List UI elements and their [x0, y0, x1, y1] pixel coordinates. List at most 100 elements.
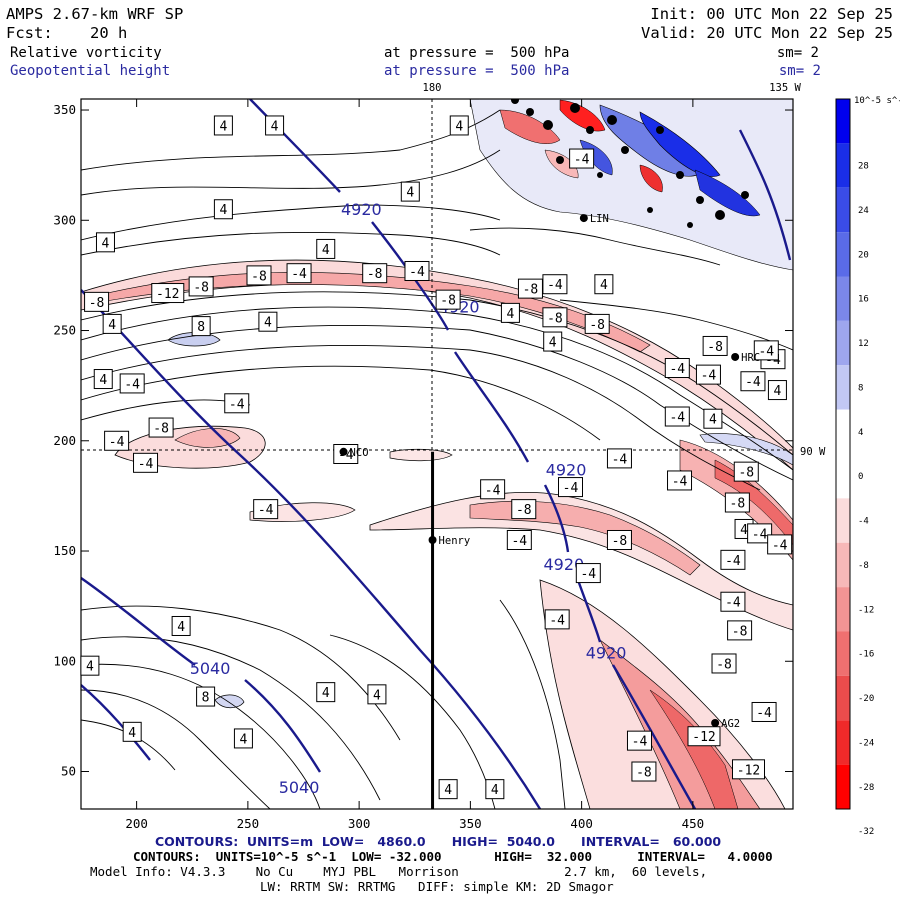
colorbar-segment [836, 631, 850, 676]
vorticity-label: -4 [664, 358, 690, 379]
height-contour-4920 [249, 99, 341, 193]
colorbar-segment [836, 320, 850, 366]
contour-line [81, 325, 793, 481]
vorticity-label: -8 [727, 620, 753, 641]
svg-text:-4: -4 [124, 377, 140, 392]
station-marker: AG2 [711, 718, 740, 730]
field1-level: at pressure = 500 hPa [384, 45, 569, 61]
x-tick-label: 200 [125, 816, 148, 831]
colorbar-tick-label: -16 [858, 650, 874, 660]
svg-text:-4: -4 [669, 362, 685, 377]
svg-text:-8: -8 [589, 318, 605, 333]
colorbar-tick-label: 8 [858, 383, 863, 393]
svg-text:4: 4 [444, 783, 452, 798]
vorticity-label: -4 [404, 260, 430, 281]
svg-text:NCO: NCO [350, 447, 369, 459]
contour-line [499, 599, 566, 809]
vorticity-label: -8 [435, 289, 461, 310]
x-tick-label: 450 [682, 816, 705, 831]
x-tick-label: 400 [570, 816, 593, 831]
svg-text:4: 4 [740, 523, 748, 538]
vorticity-label: 4 [80, 655, 100, 676]
field2-level: at pressure = 500 hPa [384, 63, 569, 79]
vorticity-label: -4 [104, 430, 130, 451]
vorticity-label: -4 [575, 563, 601, 584]
vorticity-label: 4 [367, 684, 387, 705]
footer-line1: CONTOURS: UNITS=m LOW= 4860.0 HIGH= 5040… [155, 834, 721, 849]
contour-line [559, 299, 793, 351]
colorbar-tick-label: -8 [858, 561, 869, 571]
svg-text:-4: -4 [632, 735, 648, 750]
vorticity-label: -4 [558, 477, 583, 498]
vorticity-label: -8 [517, 278, 543, 299]
lon-label-135w: 135 W [769, 82, 801, 94]
neg-blob-west-core [174, 428, 241, 448]
colorbar-segment [836, 454, 850, 499]
contour-line [81, 636, 381, 801]
field2-name: Geopotential height [10, 63, 170, 79]
svg-text:-4: -4 [772, 538, 788, 553]
y-tick-label: 200 [53, 433, 76, 448]
vorticity-label: 4 [122, 721, 142, 742]
pos-blob-southwest [214, 694, 245, 709]
height-contour-4920 [611, 664, 697, 809]
svg-text:-4: -4 [109, 435, 125, 450]
svg-text:-4: -4 [574, 153, 590, 168]
height-contour-label: 5040 [190, 659, 231, 678]
height-contour-4920 [453, 351, 530, 463]
colorbar-tick-label: -4 [858, 517, 869, 527]
colorbar-tick-label: 24 [858, 206, 869, 216]
svg-text:-12: -12 [737, 763, 760, 778]
svg-text:-4: -4 [563, 481, 579, 496]
svg-text:4: 4 [219, 119, 227, 134]
vorticity-label: -8 [733, 461, 759, 482]
ne-region-red1 [499, 109, 561, 144]
height-contour-4920 [576, 579, 602, 643]
height-contour-label: 4920 [341, 200, 382, 219]
vorticity-label: 4 [400, 181, 420, 202]
vorticity-label: 4 [95, 232, 115, 253]
colorbar-segment [836, 409, 850, 454]
vorticity-label: -4 [667, 470, 693, 491]
vorticity-label: -12 [151, 283, 185, 304]
vorticity-label: 4 [767, 380, 787, 401]
colorbar-segment [836, 187, 850, 233]
vorticity-label: 4 [93, 369, 113, 390]
height-contour-label: 4920 [543, 555, 584, 574]
colorbar-segment [836, 232, 850, 277]
vorticity-label: -8 [631, 761, 657, 782]
svg-text:-8: -8 [730, 497, 746, 512]
svg-text:-4: -4 [672, 474, 688, 489]
vorticity-label: -8 [606, 529, 632, 550]
vorticity-fills [81, 99, 793, 809]
svg-text:-4: -4 [138, 457, 154, 472]
svg-text:4: 4 [99, 373, 107, 388]
svg-text:4: 4 [507, 307, 515, 322]
svg-text:4: 4 [600, 278, 608, 293]
svg-text:4: 4 [322, 686, 330, 701]
neg-band-mid-core [469, 500, 701, 576]
x-tick-label: 250 [237, 816, 260, 831]
y-tick-label: 150 [53, 543, 76, 558]
svg-text:8: 8 [197, 320, 205, 335]
svg-text:8: 8 [202, 691, 210, 706]
vorticity-label: -4 [767, 534, 793, 555]
svg-text:4: 4 [271, 119, 279, 134]
svg-text:-4: -4 [291, 267, 307, 282]
svg-text:-8: -8 [716, 657, 732, 672]
colorbar-segment [836, 720, 850, 765]
svg-text:4: 4 [774, 384, 782, 399]
contour-line [81, 291, 793, 456]
colorbar-tick-label: -12 [858, 605, 874, 615]
height-contour-4920 [371, 221, 450, 331]
vorticity-label: 4 [316, 238, 336, 259]
svg-text:-4: -4 [229, 397, 245, 412]
contour-line [81, 149, 501, 196]
svg-text:-4: -4 [547, 278, 563, 293]
station-marker: HRC [731, 352, 760, 364]
vorticity-label: -8 [724, 492, 750, 513]
lon-label-90w: 90 W [800, 446, 826, 458]
station-marker: LIN [579, 213, 609, 225]
contour-line [81, 689, 271, 809]
